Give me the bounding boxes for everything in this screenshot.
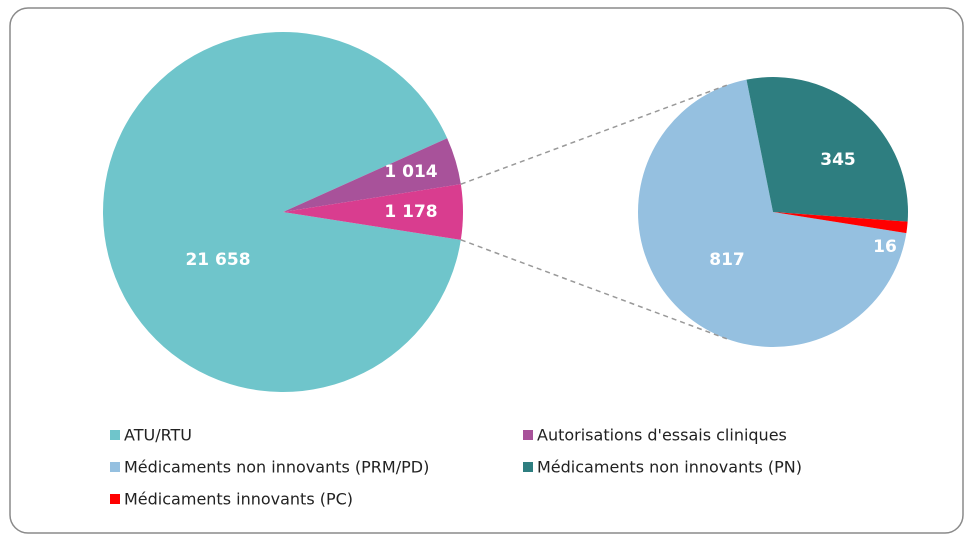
legend-label: Autorisations d'essais cliniques bbox=[537, 426, 787, 445]
legend-label: Médicaments non innovants (PN) bbox=[537, 458, 802, 477]
pie-slice bbox=[102, 31, 461, 392]
legend-swatch bbox=[523, 462, 533, 472]
connector-line bbox=[460, 84, 728, 185]
connector-line bbox=[460, 239, 728, 340]
pie-slice bbox=[283, 184, 463, 240]
data-label: 16 bbox=[873, 237, 897, 257]
pie-slice bbox=[773, 212, 908, 234]
legend-label: ATU/RTU bbox=[124, 426, 192, 445]
legend-label: Médicaments innovants (PC) bbox=[124, 490, 353, 509]
data-label: 1 014 bbox=[384, 162, 437, 182]
data-label: 345 bbox=[820, 150, 856, 170]
pie-slice bbox=[746, 77, 908, 222]
pie-slice bbox=[638, 79, 907, 348]
legend-label: Médicaments non innovants (PRM/PD) bbox=[124, 458, 429, 477]
pie-slice bbox=[283, 138, 461, 212]
legend-swatch bbox=[523, 430, 533, 440]
data-label: 1 178 bbox=[384, 202, 437, 222]
legend-swatch bbox=[110, 462, 120, 472]
legend-swatch bbox=[110, 494, 120, 504]
data-label: 817 bbox=[709, 250, 745, 270]
legend-swatch bbox=[110, 430, 120, 440]
data-label: 21 658 bbox=[185, 250, 250, 270]
